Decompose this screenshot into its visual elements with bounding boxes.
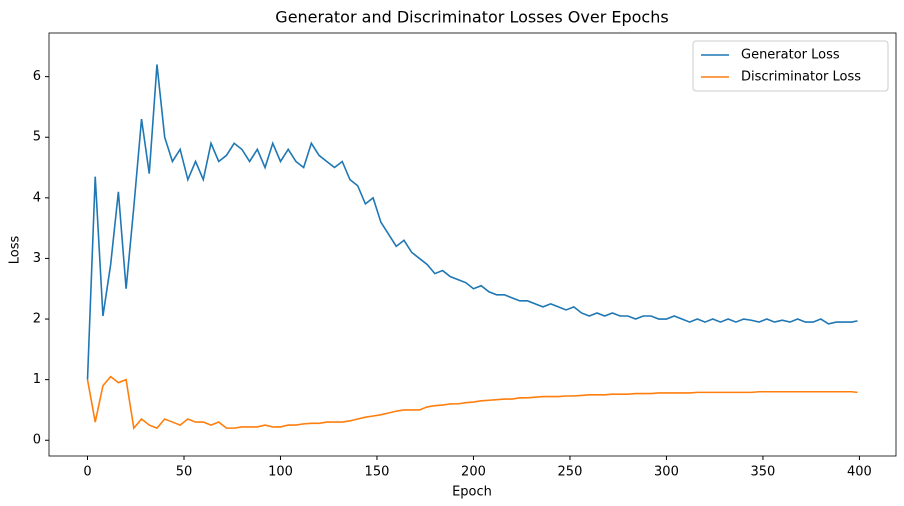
y-tick-label: 3 [33,251,41,266]
legend-box [692,40,889,92]
x-tick-label: 300 [654,465,679,480]
plot-frame [48,32,897,457]
series-line [86,64,858,380]
x-axis-label: Epoch [452,485,492,500]
x-tick-label: 50 [176,465,193,480]
series-line [86,375,858,430]
legend-label: Discriminator Loss [741,70,861,85]
y-tick-label: 1 [33,372,41,387]
x-tick-label: 400 [847,465,872,480]
y-tick-label: 5 [33,130,41,145]
y-axis-label: Loss [8,236,23,265]
x-tick-label: 250 [558,465,583,480]
x-tick-label: 200 [461,465,486,480]
y-tick-label: 6 [33,69,41,84]
x-tick-label: 150 [365,465,390,480]
legend-label: Generator Loss [741,48,840,63]
y-tick-label: 2 [33,312,41,327]
chart-title: Generator and Discriminator Losses Over … [275,8,668,27]
x-tick-label: 0 [83,465,91,480]
x-tick-label: 100 [268,465,293,480]
y-tick-label: 4 [33,190,41,205]
x-tick-label: 350 [751,465,776,480]
y-tick-label: 0 [33,433,41,448]
